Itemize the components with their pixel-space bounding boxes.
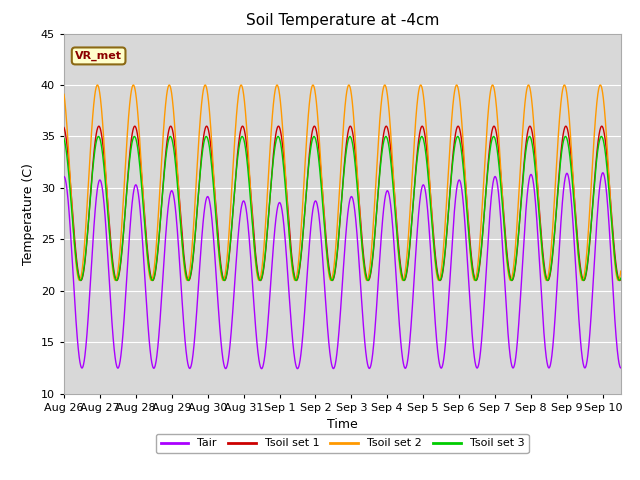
Title: Soil Temperature at -4cm: Soil Temperature at -4cm <box>246 13 439 28</box>
Text: VR_met: VR_met <box>75 51 122 61</box>
Legend: Tair, Tsoil set 1, Tsoil set 2, Tsoil set 3: Tair, Tsoil set 1, Tsoil set 2, Tsoil se… <box>156 434 529 453</box>
Y-axis label: Temperature (C): Temperature (C) <box>22 163 35 264</box>
X-axis label: Time: Time <box>327 418 358 431</box>
